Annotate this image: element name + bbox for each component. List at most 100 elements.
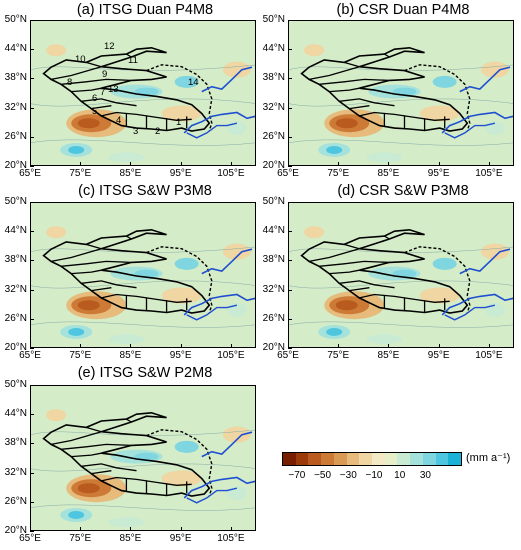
lon-tick-label: 105°E (475, 168, 503, 179)
lat-tick-label: 26°N (262, 130, 285, 142)
colorbar-segment (422, 453, 436, 465)
lat-tick-mark (288, 318, 292, 320)
lat-tick-label: 44°N (4, 408, 27, 420)
lat-tick-label: 32°N (262, 283, 285, 295)
lon-tick-label: 95°E (427, 168, 450, 179)
lat-tick-label: 20°N (4, 342, 27, 353)
map-e (30, 385, 256, 531)
lon-tick-mark (130, 162, 132, 166)
colorbar-segment (321, 453, 334, 465)
colorbar-segment (308, 453, 322, 465)
colorbar-segment (295, 453, 309, 465)
lon-tick-label: 65°E (277, 350, 299, 361)
colorbar-segment (372, 453, 385, 465)
region-number-8: 8 (67, 77, 73, 88)
lat-tick-label: 38°N (262, 254, 285, 266)
lon-tick-label: 75°E (69, 350, 92, 361)
lat-tick-label: 26°N (4, 495, 27, 507)
lat-tick-mark (30, 318, 34, 320)
colorbar-label: −30 (339, 470, 357, 481)
lon-tick-mark (288, 344, 289, 348)
lon-tick-mark (488, 344, 490, 348)
lat-tick-mark (30, 472, 34, 474)
colorbar-segment (359, 453, 373, 465)
lon-tick-mark (438, 344, 440, 348)
lat-tick-label: 50°N (262, 14, 285, 25)
lon-tick-mark (30, 162, 31, 166)
region-number-5: 5 (92, 106, 98, 117)
lon-tick-mark (230, 344, 232, 348)
lat-tick-label: 38°N (262, 72, 285, 84)
map-c (30, 202, 256, 348)
lat-tick-mark (288, 289, 292, 291)
panel-title: (c) ITSG S&W P3M8 (78, 183, 212, 199)
lat-tick-label: 44°N (262, 225, 285, 237)
region-number-11: 11 (128, 55, 138, 66)
lat-tick-label: 20°N (4, 525, 27, 536)
lat-tick-label: 50°N (4, 196, 27, 207)
colorbar-unit: (mm a⁻¹) (466, 452, 511, 464)
lon-tick-label: 85°E (119, 533, 142, 544)
lon-tick-mark (130, 344, 132, 348)
lat-tick-mark (288, 166, 292, 167)
lat-tick-mark (30, 414, 34, 416)
lon-tick-label: 75°E (327, 168, 350, 179)
lat-tick-mark (288, 202, 292, 203)
lon-tick-mark (388, 162, 390, 166)
lon-tick-mark (180, 527, 182, 531)
lat-tick-label: 32°N (262, 101, 285, 113)
lat-tick-mark (30, 443, 34, 445)
lon-tick-label: 105°E (475, 350, 503, 361)
lon-tick-mark (488, 162, 490, 166)
lat-tick-mark (30, 49, 34, 51)
lon-tick-mark (130, 527, 132, 531)
colorbar-segment (410, 453, 423, 465)
lon-tick-label: 105°E (217, 533, 245, 544)
lat-tick-label: 26°N (4, 312, 27, 324)
lat-tick-mark (30, 107, 34, 109)
colorbar-segment (333, 453, 347, 465)
lat-tick-mark (30, 166, 34, 167)
region-number-13: 13 (108, 84, 119, 95)
lat-tick-label: 26°N (262, 312, 285, 324)
region-number-4: 4 (116, 115, 122, 126)
lat-tick-mark (30, 202, 34, 203)
lon-tick-mark (180, 344, 182, 348)
region-number-2: 2 (155, 126, 161, 137)
colorbar-segment (397, 453, 411, 465)
lat-tick-mark (30, 348, 34, 349)
lat-tick-label: 38°N (4, 254, 27, 266)
lat-tick-label: 20°N (262, 342, 285, 353)
panel-title: (d) CSR S&W P3M8 (337, 183, 469, 199)
panel-title: (e) ITSG S&W P2M8 (77, 365, 213, 381)
colorbar-segment (384, 453, 398, 465)
lon-tick-label: 95°E (427, 350, 450, 361)
lat-tick-label: 44°N (4, 43, 27, 55)
lat-tick-label: 20°N (4, 160, 27, 171)
lat-tick-label: 50°N (4, 14, 27, 25)
region-number-7: 7 (100, 87, 106, 98)
lon-tick-mark (30, 344, 31, 348)
lat-tick-mark (288, 231, 292, 233)
lon-tick-label: 65°E (19, 533, 41, 544)
region-number-14: 14 (188, 77, 199, 88)
lon-tick-label: 75°E (69, 533, 92, 544)
lon-tick-mark (80, 344, 82, 348)
lat-tick-mark (30, 260, 34, 262)
lon-tick-mark (288, 162, 289, 166)
lat-tick-mark (30, 136, 34, 138)
lon-tick-label: 95°E (169, 350, 192, 361)
region-number-1: 1 (176, 117, 182, 128)
lat-tick-mark (30, 385, 34, 386)
lon-tick-mark (180, 162, 182, 166)
lon-tick-label: 65°E (19, 168, 41, 179)
lat-tick-mark (288, 260, 292, 262)
lat-tick-label: 38°N (4, 437, 27, 449)
lat-tick-mark (288, 49, 292, 51)
region-number-6: 6 (92, 93, 98, 104)
lon-tick-label: 65°E (277, 168, 299, 179)
lat-tick-label: 32°N (4, 283, 27, 295)
colorbar-label: −70 (288, 470, 306, 481)
lat-tick-mark (288, 20, 292, 21)
panel-title: (b) CSR Duan P4M8 (336, 2, 470, 18)
